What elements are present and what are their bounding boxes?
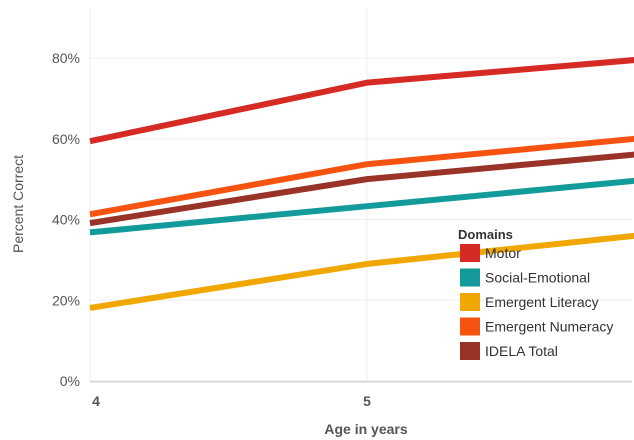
x-tick-label: 5: [363, 393, 371, 409]
series-lines: [89, 57, 634, 311]
y-tick-label: 40%: [52, 212, 80, 228]
legend: Domains Motor Social-Emotional Emergent Li…: [458, 227, 613, 360]
legend-swatch: [460, 268, 480, 287]
legend-label: Emergent Literacy: [485, 294, 599, 310]
y-tick-label: 20%: [52, 292, 80, 308]
grid: [89, 8, 632, 383]
series-line-emergent-literacy: [89, 232, 634, 311]
y-tick-label: 0%: [60, 373, 80, 389]
y-tick-label: 60%: [52, 131, 80, 147]
legend-swatch: [460, 293, 480, 311]
x-axis-title: Age in years: [324, 421, 407, 437]
legend-swatch: [460, 342, 480, 360]
series-line-idela-total: [89, 151, 634, 227]
legend-swatch: [460, 244, 480, 262]
legend-swatch: [460, 317, 480, 336]
y-axis-title: Percent Correct: [10, 155, 26, 253]
series-line-motor: [89, 57, 634, 145]
legend-label: IDELA Total: [485, 343, 558, 359]
legend-label: Emergent Numeracy: [485, 319, 613, 335]
x-tick-label: 4: [92, 393, 100, 409]
x-axis: 456: [92, 393, 371, 409]
legend-title: Domains: [458, 227, 513, 242]
legend-label: Motor: [485, 245, 521, 261]
legend-label: Social-Emotional: [485, 270, 590, 286]
y-axis: 0% 20% 40% 60% 80%: [52, 50, 80, 389]
series-line-emergent-numeracy: [89, 135, 634, 218]
y-tick-label: 80%: [52, 50, 80, 66]
series-line-social-emotional: [89, 177, 634, 236]
